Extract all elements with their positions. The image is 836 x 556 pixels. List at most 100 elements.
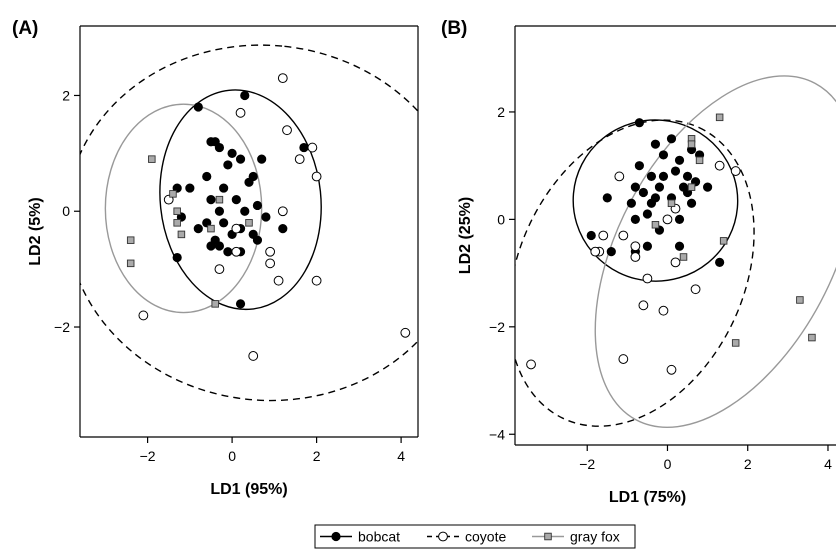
point-bobcat [185, 183, 195, 193]
point-bobcat [646, 171, 657, 182]
point-bobcat [606, 247, 616, 257]
point-gray-fox [173, 219, 181, 227]
point-bobcat [654, 182, 665, 192]
panel-b: (B) −2 0 2 4 −4 −2 0 2 LD1 (75%) LD2 (25%) [441, 18, 836, 506]
point-bobcat [252, 200, 263, 211]
legend-marker [331, 531, 341, 542]
panel-label: (A) [12, 18, 38, 39]
point-bobcat [715, 257, 725, 267]
point-bobcat [602, 193, 612, 203]
point-coyote [138, 310, 149, 321]
point-bobcat [642, 241, 653, 251]
point-bobcat [231, 195, 241, 205]
point-gray-fox [731, 339, 740, 347]
point-gray-fox [148, 155, 156, 163]
point-coyote [231, 246, 242, 257]
panel-label: (B) [441, 18, 467, 39]
x-tick-label: 0 [228, 448, 236, 464]
x-tick-label: 0 [664, 456, 672, 472]
point-gray-fox [169, 190, 177, 198]
series-gray-fox [126, 155, 253, 308]
x-axis-label: LD1 (95%) [210, 481, 287, 498]
legend-label: bobcat [358, 529, 400, 545]
point-coyote [618, 230, 629, 241]
point-bobcat [261, 212, 271, 222]
x-tick-label: −2 [579, 456, 595, 472]
point-gray-fox [207, 224, 215, 233]
ellipse-gray-fox [104, 103, 263, 314]
x-tick-label: −2 [140, 448, 156, 464]
x-tick-label: 2 [313, 448, 321, 464]
point-bobcat [235, 154, 246, 164]
point-coyote [638, 300, 649, 311]
point-bobcat [634, 118, 644, 128]
point-bobcat [206, 195, 216, 205]
point-coyote [277, 206, 288, 217]
point-bobcat [686, 198, 697, 208]
series-coyote [526, 160, 741, 375]
point-coyote [231, 223, 242, 234]
ellipse-layer [80, 44, 418, 402]
point-bobcat [658, 150, 669, 160]
point-coyote [265, 246, 276, 257]
point-gray-fox [651, 221, 660, 229]
ellipse-coyote [515, 119, 755, 427]
point-gray-fox [211, 300, 219, 308]
point-bobcat [210, 137, 220, 147]
point-coyote [282, 125, 292, 136]
point-coyote [670, 257, 681, 268]
point-coyote [311, 275, 322, 286]
series-bobcat [172, 90, 309, 309]
point-bobcat [658, 171, 669, 182]
point-bobcat [252, 235, 263, 245]
series-bobcat [586, 118, 725, 267]
point-bobcat [202, 171, 212, 182]
point-bobcat [650, 139, 661, 149]
legend-label: coyote [465, 529, 506, 545]
point-gray-fox [695, 156, 704, 165]
point-bobcat [674, 155, 685, 165]
panel-a: (A) −2 0 2 4 −2 0 2 LD1 (95%) LD2 (5%) [12, 18, 419, 498]
point-gray-fox [126, 236, 135, 244]
ellipse-gray-fox [594, 75, 836, 428]
y-tick-label: 2 [497, 104, 505, 120]
series-coyote [138, 73, 411, 361]
point-gray-fox [796, 296, 804, 304]
point-bobcat [670, 166, 681, 176]
point-bobcat [702, 182, 713, 192]
x-tick-label: 4 [397, 448, 405, 464]
point-coyote [618, 354, 629, 364]
point-bobcat [299, 142, 309, 153]
point-gray-fox [715, 113, 724, 122]
point-coyote [614, 171, 625, 182]
point-bobcat [278, 224, 288, 234]
point-bobcat [666, 134, 677, 144]
point-bobcat [642, 209, 653, 219]
y-tick-label: −2 [489, 319, 505, 335]
y-tick-label: 0 [62, 203, 70, 219]
point-bobcat [172, 252, 182, 263]
point-coyote [590, 246, 601, 257]
ellipse-layer [515, 75, 836, 428]
legend-label: gray fox [570, 529, 620, 545]
point-bobcat [634, 161, 644, 171]
point-coyote [248, 351, 259, 361]
point-bobcat [227, 148, 237, 158]
y-tick-label: −4 [489, 426, 505, 442]
point-bobcat [638, 187, 649, 198]
point-bobcat [219, 183, 229, 193]
point-coyote [265, 258, 276, 269]
x-tick-label: 2 [744, 456, 752, 472]
point-coyote [214, 264, 225, 275]
point-coyote [690, 284, 701, 295]
point-gray-fox [679, 253, 688, 261]
point-coyote [294, 154, 305, 165]
point-gray-fox [177, 230, 186, 239]
point-bobcat [674, 214, 685, 224]
point-coyote [642, 273, 653, 284]
point-coyote [307, 142, 318, 153]
point-coyote [662, 214, 673, 225]
ellipse-coyote [80, 44, 418, 402]
legend-marker [544, 532, 552, 541]
